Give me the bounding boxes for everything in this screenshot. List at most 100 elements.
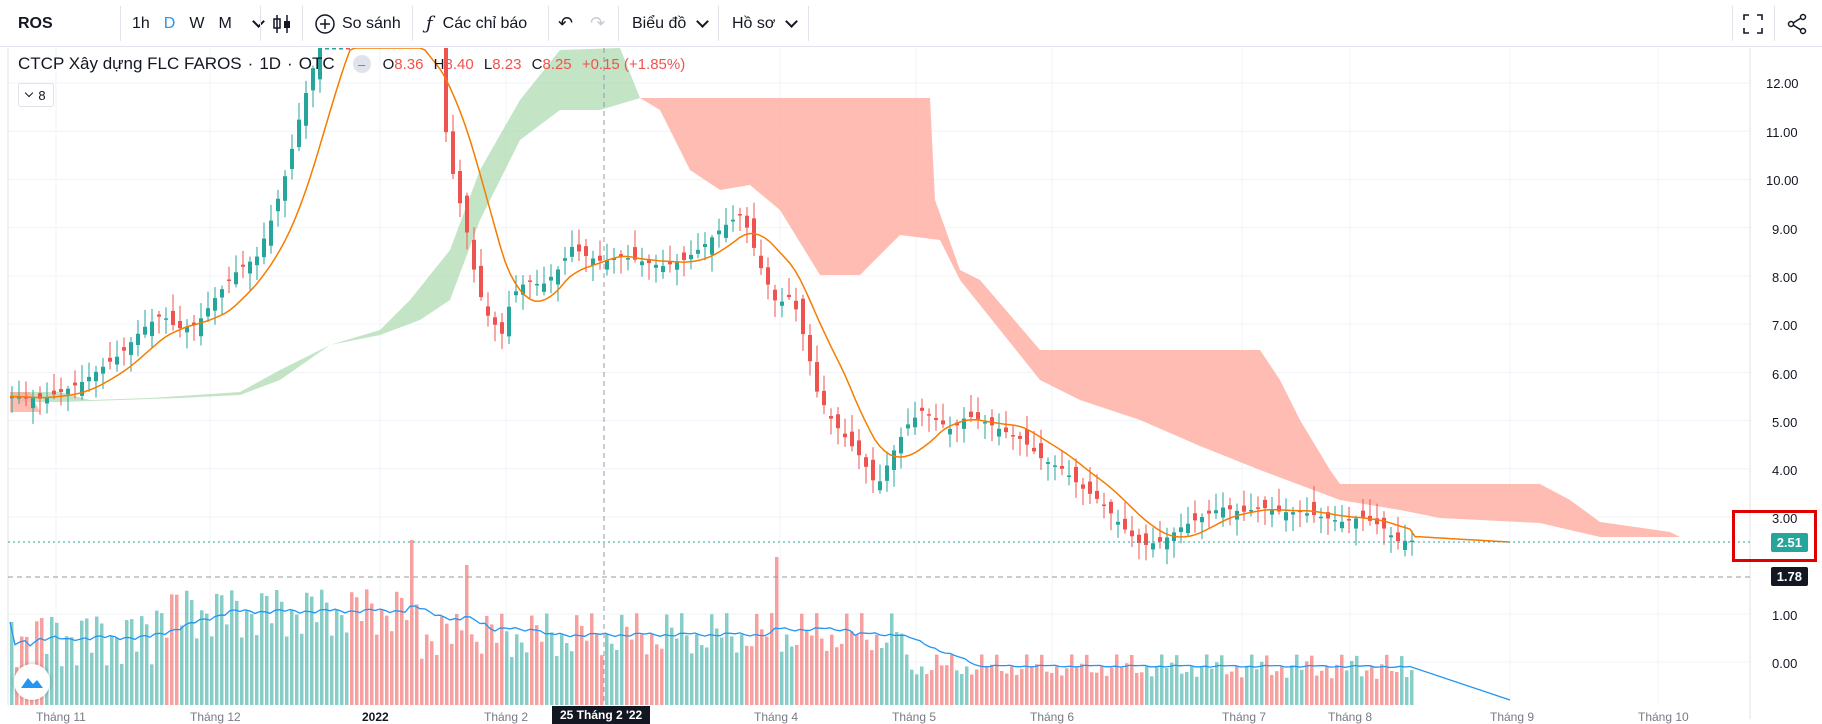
candle-body <box>885 465 889 481</box>
volume-bar <box>1255 669 1259 705</box>
volume-bar <box>535 625 539 705</box>
undo-icon: ↶ <box>558 13 574 33</box>
volume-bar <box>1145 666 1149 705</box>
candle-type-button[interactable] <box>272 0 292 47</box>
candle-body <box>171 310 175 326</box>
candle-body <box>871 459 875 481</box>
volume-bar <box>1135 672 1139 705</box>
symbol-label[interactable]: ROS <box>18 14 53 32</box>
volume-bar <box>705 647 709 705</box>
price-tick: 5.00 <box>1772 415 1798 430</box>
volume-bar <box>805 630 809 705</box>
volume-bar <box>1050 673 1054 705</box>
volume-bar <box>700 645 704 705</box>
volume-bar <box>840 643 844 705</box>
candle-body <box>1270 509 1274 515</box>
volume-bar <box>255 635 259 705</box>
volume-bar <box>460 630 464 705</box>
volume-bar <box>720 637 724 705</box>
volume-bar <box>545 613 549 705</box>
candle-body <box>1004 427 1008 433</box>
volume-bar <box>1175 655 1179 705</box>
low-value: 8.23 <box>492 55 522 73</box>
candle-body <box>1025 429 1029 445</box>
candle-body <box>829 416 833 419</box>
volume-bar <box>965 666 969 705</box>
candle-body <box>31 398 35 409</box>
candle-body <box>1123 518 1127 530</box>
candle-body <box>787 294 791 298</box>
candle-body <box>52 390 56 395</box>
volume-bar <box>1115 654 1119 705</box>
volume-bar <box>285 636 289 705</box>
candle-body <box>332 48 336 50</box>
volume-bar <box>1390 670 1394 705</box>
volume-bar <box>50 617 54 705</box>
volume-bar <box>590 613 594 705</box>
ichimoku-cloud <box>10 48 1680 537</box>
chart-menu-button[interactable]: Biểu đồ <box>632 0 710 47</box>
candle-body <box>836 414 840 429</box>
volume-bar <box>1260 661 1264 705</box>
candle-body <box>1179 527 1183 533</box>
volume-bar <box>595 633 599 705</box>
candle-body <box>206 308 210 317</box>
high-value: 8.40 <box>444 55 474 73</box>
price-tick: 12.00 <box>1766 76 1799 91</box>
candle-body <box>997 428 1001 437</box>
chevron-down-icon[interactable] <box>251 15 265 28</box>
brand-logo[interactable] <box>14 664 50 700</box>
time-label: Tháng 6 <box>1030 710 1075 724</box>
candle-body <box>1389 535 1393 538</box>
volume-bar <box>1080 663 1084 705</box>
volume-bar <box>1355 655 1359 705</box>
profile-menu-button[interactable]: Hồ sơ <box>732 0 799 47</box>
candle-body <box>24 397 28 399</box>
volume-bar <box>690 653 694 705</box>
volume-bar <box>1320 670 1324 705</box>
compare-button[interactable]: So sánh <box>314 0 401 47</box>
candle-body <box>220 289 224 298</box>
price-chart[interactable] <box>0 48 1822 719</box>
volume-bar <box>655 644 659 705</box>
legend-dot: · <box>247 54 254 73</box>
volume-bar <box>520 642 524 705</box>
time-label: Tháng 11 <box>36 710 86 724</box>
volume-bar <box>1380 664 1384 705</box>
candle-body <box>696 249 700 254</box>
time-label: Tháng 2 <box>484 710 529 724</box>
volume-bar <box>980 654 984 705</box>
volume-bar <box>480 653 484 705</box>
volume-bar <box>1400 656 1404 705</box>
chart-menu-label: Biểu đồ <box>632 14 687 32</box>
legend-collapse-button[interactable]: 8 <box>18 83 54 107</box>
volume-bar <box>765 636 769 705</box>
volume-bar <box>855 634 859 705</box>
interval-d[interactable]: D <box>163 14 176 32</box>
interval-m[interactable]: M <box>218 14 232 32</box>
candle-body <box>1158 537 1162 542</box>
volume-bar <box>1305 661 1309 705</box>
indicators-button[interactable]: ƒ Các chỉ báo <box>426 0 527 47</box>
interval-1h[interactable]: 1h <box>132 14 150 32</box>
volume-bar <box>1350 660 1354 705</box>
low-prefix: L <box>483 55 493 73</box>
volume-bar <box>1140 672 1144 705</box>
market-status-icon[interactable]: – <box>352 55 371 73</box>
volume-bar <box>415 604 419 705</box>
interval-w[interactable]: W <box>189 14 205 32</box>
undo-button[interactable]: ↶ <box>558 0 573 47</box>
candle-body <box>1109 501 1113 514</box>
volume-bar <box>125 620 129 705</box>
volume-bar <box>1220 655 1224 705</box>
volume-bar <box>660 648 664 705</box>
volume-bar <box>475 641 479 705</box>
volume-bar <box>790 646 794 705</box>
toolbar-divider <box>412 6 413 41</box>
fullscreen-button[interactable] <box>1742 0 1764 47</box>
share-button[interactable] <box>1786 0 1808 47</box>
price-tick: 10.00 <box>1766 173 1799 188</box>
bullish-cloud <box>10 48 640 402</box>
volume-bar <box>1240 677 1244 705</box>
redo-button[interactable]: ↷ <box>590 0 605 47</box>
